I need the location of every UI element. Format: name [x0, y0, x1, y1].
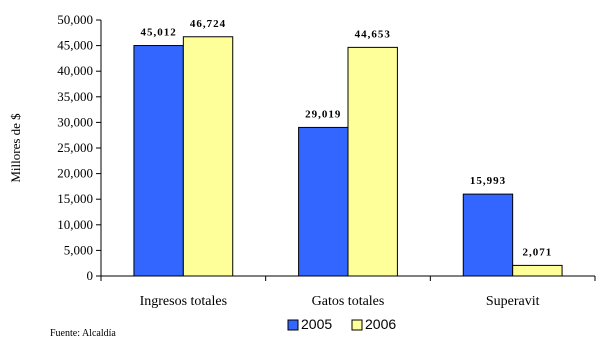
- data-labels: 45,012 29,019 15,993 46,724 44,653 2,071: [141, 18, 552, 259]
- y-tick-label: 25,000: [57, 140, 93, 155]
- legend-swatch-2005: [287, 319, 299, 331]
- bar-2005: [298, 126, 349, 277]
- x-axis-categories: Ingresos totales Gatos totales Superavit: [100, 276, 596, 309]
- y-tick-label: 35,000: [57, 89, 93, 104]
- legend-label: 2005: [301, 316, 332, 332]
- y-axis-title: Millores de $: [8, 113, 23, 183]
- legend: 2005 2006: [287, 316, 396, 332]
- y-tick-label: 40,000: [57, 63, 93, 78]
- x-category-label: Ingresos totales: [140, 294, 227, 309]
- bar-2006: [182, 36, 234, 277]
- data-label: 46,724: [190, 18, 226, 30]
- source-note: Fuente: Alcaldía: [50, 328, 116, 338]
- bar-2005: [133, 45, 184, 277]
- y-tick-label: 0: [87, 268, 94, 283]
- y-axis-ticks: 0 5,000 10,000 15,000 20,000 25,000 30,000 35,0…: [57, 12, 101, 283]
- y-tick-label: 30,000: [57, 114, 93, 129]
- legend-swatch-2006: [351, 319, 363, 331]
- data-label: 15,993: [470, 175, 506, 187]
- bar-2006: [347, 46, 398, 277]
- legend-label: 2006: [365, 316, 396, 332]
- bars: [133, 36, 563, 277]
- data-label: 29,019: [305, 108, 341, 120]
- data-label: 44,653: [355, 28, 391, 40]
- bar-2006: [512, 264, 563, 277]
- bar-2005: [462, 193, 514, 277]
- y-tick-label: 5,000: [64, 242, 93, 257]
- y-tick-label: 50,000: [57, 12, 93, 27]
- x-category-label: Gatos totales: [312, 294, 385, 309]
- data-label: 2,071: [522, 246, 552, 258]
- y-tick-label: 45,000: [57, 38, 93, 53]
- data-label: 45,012: [141, 27, 177, 39]
- x-category-label: Superavit: [486, 294, 540, 309]
- y-tick-label: 10,000: [57, 217, 93, 232]
- y-tick-label: 15,000: [57, 191, 93, 206]
- y-tick-label: 20,000: [57, 166, 93, 181]
